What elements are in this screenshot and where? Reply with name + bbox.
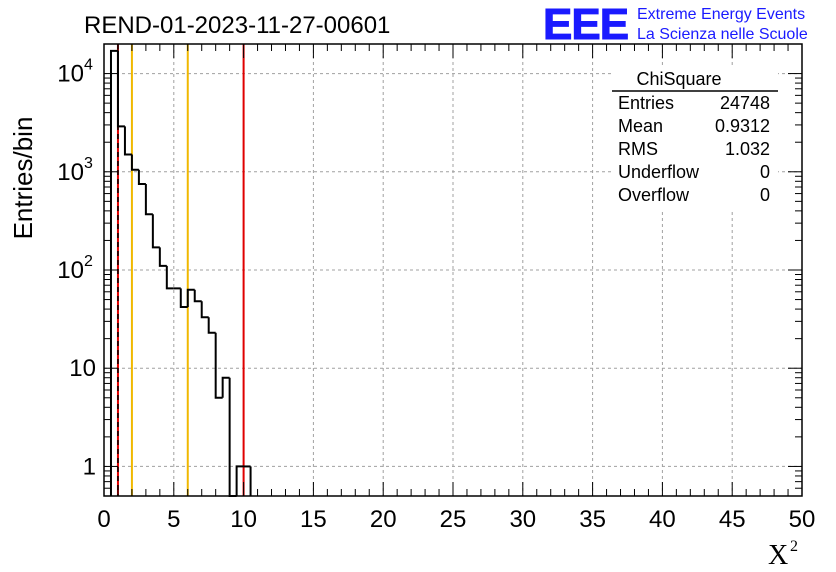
histogram-bin (186, 288, 195, 308)
y-tick-label-exponent: 4 (84, 57, 93, 74)
histogram-bin (207, 317, 216, 334)
stats-value-overflow: 0 (760, 185, 770, 205)
eee-logo-line1: Extreme Energy Events (637, 6, 805, 23)
histogram-bin (200, 301, 209, 319)
axes-layer (103, 43, 803, 497)
y-tick-label: 10 (57, 61, 84, 88)
stats-value-rms: 1.032 (725, 139, 770, 159)
histogram-bin (144, 184, 153, 216)
histogram-bin (193, 289, 202, 303)
stats-title: ChiSquare (636, 69, 721, 89)
x-tick-label: 15 (300, 506, 327, 533)
x-tick-label: 50 (789, 506, 816, 533)
histogram-bin (151, 214, 160, 249)
x-tick-label: 30 (509, 506, 536, 533)
y-axis-label: Entries/bin (8, 117, 38, 240)
x-axis-label-superscript: 2 (790, 538, 798, 555)
stats-box-background (612, 66, 778, 210)
stats-label-entries: Entries (618, 93, 674, 113)
eee-logo-line2: La Scienza nelle Scuole (637, 26, 808, 43)
histogram-layer (109, 49, 252, 497)
histogram-bin (214, 332, 223, 399)
y-tick-label-exponent: 3 (84, 155, 93, 172)
x-tick-label: 35 (579, 506, 606, 533)
y-tick-label: 10 (57, 159, 84, 186)
x-axis-label-main: X (768, 540, 788, 571)
x-tick-label: 45 (719, 506, 746, 533)
histogram-bin (228, 377, 237, 497)
stats-label-overflow: Overflow (618, 185, 690, 205)
stats-label-rms: RMS (618, 139, 658, 159)
histogram-bin (235, 465, 244, 496)
histogram-bin (116, 50, 125, 128)
stats-label-underflow: Underflow (618, 162, 700, 182)
histogram-bin (158, 247, 167, 267)
x-tick-label: 5 (167, 506, 180, 533)
eee-logo-mark: EEE (543, 0, 628, 49)
x-tick-label: 20 (370, 506, 397, 533)
stats-value-mean: 0.9312 (715, 116, 770, 136)
x-tick-label: 40 (649, 506, 676, 533)
histogram-bin (137, 169, 146, 186)
x-axis-label: X 2 (768, 538, 798, 571)
histogram-bin (221, 376, 230, 398)
y-tick-label: 10 (57, 257, 84, 284)
grid-layer (104, 44, 802, 496)
histogram-bin (123, 126, 132, 156)
histogram-bin (165, 265, 174, 290)
stats-value-underflow: 0 (760, 162, 770, 182)
y-tick-label: 1 (83, 453, 96, 480)
stats-box: ChiSquare Entries 24748 Mean 0.9312 RMS … (612, 66, 778, 210)
chart-title: REND-01-2023-11-27-00601 (84, 12, 390, 39)
histogram-bin (130, 154, 139, 171)
x-tick-label: 25 (440, 506, 467, 533)
histogram-bin (179, 288, 188, 309)
x-tick-label: 0 (97, 506, 110, 533)
y-tick-label: 10 (69, 355, 96, 382)
stats-value-entries: 24748 (720, 93, 770, 113)
eee-logo: EEE Extreme Energy Events La Scienza nel… (543, 0, 808, 50)
x-tick-label: 10 (230, 506, 257, 533)
y-tick-label-exponent: 2 (84, 253, 93, 270)
stats-label-mean: Mean (618, 116, 663, 136)
histogram-bin (109, 49, 118, 496)
